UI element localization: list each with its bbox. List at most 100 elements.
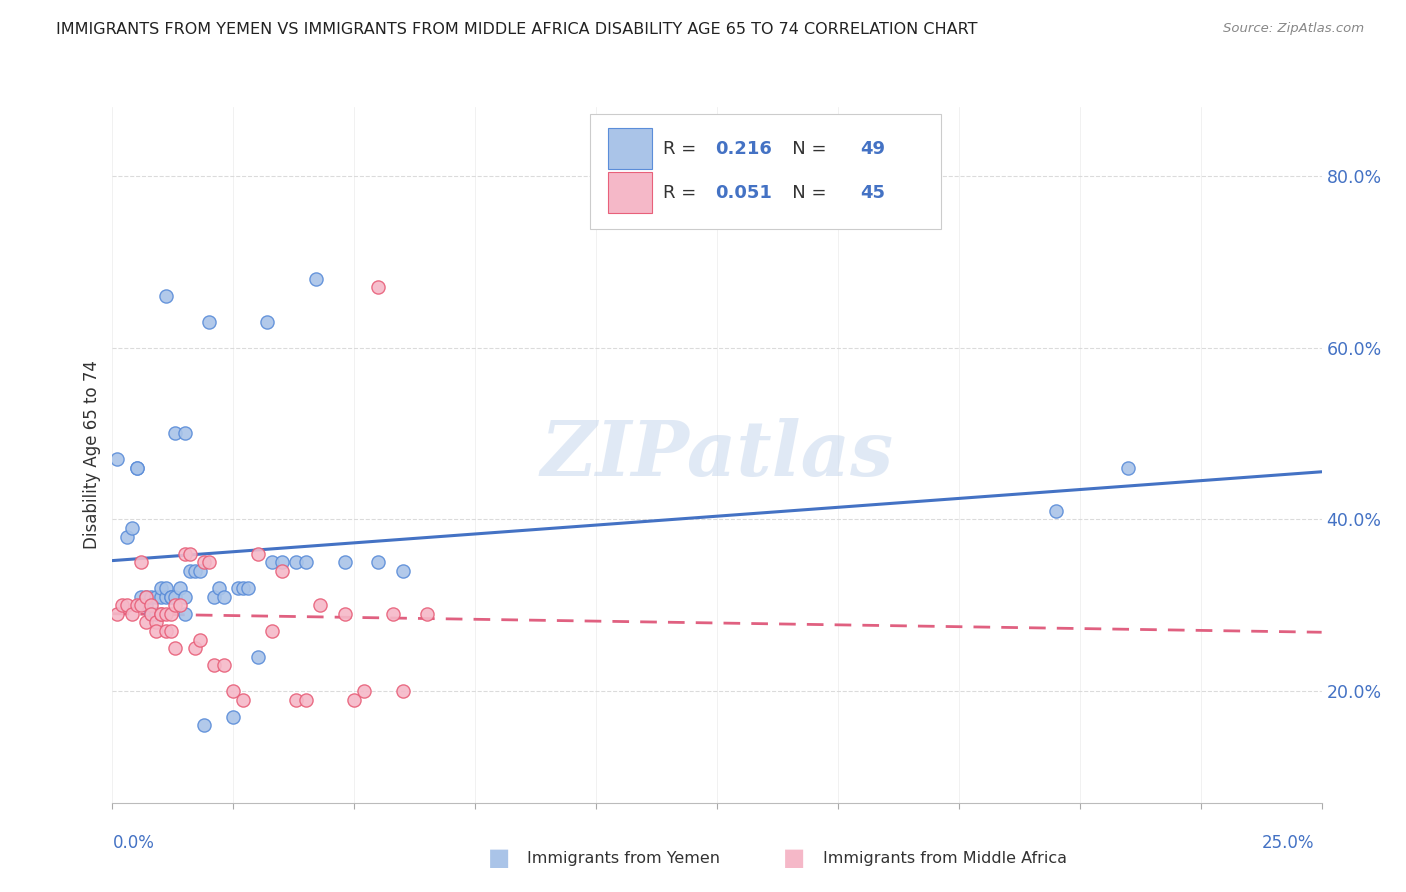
Point (246, 547, 269, 561)
Point (232, 581, 254, 595)
Point (165, 590, 187, 604)
Point (391, 564, 413, 578)
Point (135, 590, 157, 604)
Point (174, 547, 197, 561)
Text: N =: N = (775, 184, 832, 202)
Point (382, 607, 405, 621)
Point (262, 624, 284, 638)
Point (135, 615, 157, 630)
FancyBboxPatch shape (609, 128, 652, 169)
Point (145, 590, 167, 604)
Point (159, 590, 181, 604)
FancyBboxPatch shape (609, 172, 652, 213)
Point (105, 452, 128, 467)
Point (193, 718, 215, 732)
Point (141, 599, 163, 613)
Point (165, 599, 187, 613)
Point (1045, 504, 1067, 518)
Point (343, 692, 366, 706)
Point (155, 590, 177, 604)
Point (155, 607, 177, 621)
Point (125, 460, 148, 475)
Point (174, 590, 197, 604)
Point (333, 607, 356, 621)
Point (159, 607, 181, 621)
Point (285, 692, 308, 706)
Point (285, 555, 308, 569)
Text: 0.0%: 0.0% (112, 834, 155, 852)
Point (309, 599, 332, 613)
Text: ■: ■ (488, 847, 510, 870)
Point (149, 607, 172, 621)
Point (416, 607, 439, 621)
Point (256, 315, 278, 329)
Text: ■: ■ (783, 847, 806, 870)
Point (198, 555, 221, 569)
Point (212, 590, 235, 604)
Point (135, 590, 157, 604)
Point (121, 607, 143, 621)
Point (179, 564, 201, 578)
Text: N =: N = (775, 140, 832, 158)
Point (159, 590, 181, 604)
Point (111, 599, 134, 613)
Point (169, 581, 191, 595)
Text: 49: 49 (859, 140, 884, 158)
Text: 45: 45 (859, 184, 884, 202)
Point (115, 529, 138, 543)
Point (141, 590, 163, 604)
Point (135, 599, 157, 613)
Point (304, 272, 326, 286)
Point (193, 555, 215, 569)
Point (179, 547, 201, 561)
Point (145, 615, 167, 630)
Point (333, 555, 356, 569)
Point (188, 632, 211, 647)
Point (1116, 460, 1139, 475)
Point (198, 315, 221, 329)
Point (131, 599, 153, 613)
Point (202, 590, 225, 604)
Point (125, 599, 148, 613)
Point (232, 692, 254, 706)
Text: IMMIGRANTS FROM YEMEN VS IMMIGRANTS FROM MIDDLE AFRICA DISABILITY AGE 65 TO 74 C: IMMIGRANTS FROM YEMEN VS IMMIGRANTS FROM… (56, 22, 977, 37)
Text: R =: R = (662, 184, 702, 202)
Point (169, 599, 191, 613)
Point (183, 564, 205, 578)
Point (141, 607, 163, 621)
Point (367, 555, 389, 569)
Point (145, 624, 167, 638)
Point (391, 684, 413, 698)
Point (188, 564, 211, 578)
Point (246, 649, 269, 664)
Point (270, 564, 292, 578)
Point (159, 624, 181, 638)
Point (121, 521, 143, 535)
Point (202, 658, 225, 673)
Point (226, 581, 249, 595)
Point (125, 460, 148, 475)
Point (165, 641, 187, 656)
Point (141, 607, 163, 621)
Text: 25.0%: 25.0% (1263, 834, 1315, 852)
Text: Source: ZipAtlas.com: Source: ZipAtlas.com (1223, 22, 1364, 36)
Text: 0.216: 0.216 (714, 140, 772, 158)
Text: R =: R = (662, 140, 702, 158)
Point (222, 710, 245, 724)
Point (295, 692, 318, 706)
Point (115, 599, 138, 613)
Point (165, 426, 187, 441)
Point (174, 607, 197, 621)
Point (295, 555, 318, 569)
Text: Immigrants from Middle Africa: Immigrants from Middle Africa (823, 851, 1067, 865)
Point (155, 581, 177, 595)
Point (236, 581, 259, 595)
Point (174, 426, 197, 441)
Point (105, 607, 128, 621)
Point (131, 555, 153, 569)
Point (149, 607, 172, 621)
Text: ZIPatlas: ZIPatlas (540, 418, 894, 491)
Text: Immigrants from Yemen: Immigrants from Yemen (527, 851, 720, 865)
Point (155, 624, 177, 638)
FancyBboxPatch shape (591, 114, 941, 229)
